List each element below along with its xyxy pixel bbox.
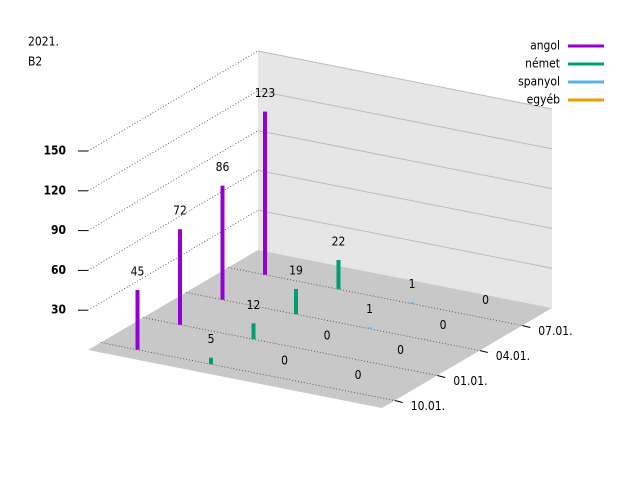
grid-line [257, 209, 553, 269]
tick-mark [522, 325, 531, 328]
z-axis-label: 2021. [28, 35, 59, 49]
grid-line [87, 50, 259, 152]
grid-line [257, 90, 553, 150]
legend-label: spanyol [518, 75, 560, 89]
z-tick-label: 30 [51, 303, 66, 317]
bar [209, 357, 213, 365]
bar [220, 185, 225, 300]
value-label: 1 [366, 302, 373, 316]
bar [294, 289, 298, 315]
back-wall [258, 51, 552, 308]
tick-mark [394, 400, 403, 403]
bar [410, 302, 414, 304]
value-label: 72 [173, 204, 187, 218]
z-tick-label: 90 [51, 223, 66, 237]
value-label: 0 [355, 368, 362, 382]
value-label: 0 [281, 353, 288, 367]
value-label: 0 [482, 293, 489, 307]
grid-line [228, 267, 523, 326]
value-label: 12 [247, 298, 261, 312]
tick-mark [479, 350, 488, 353]
value-label: 1 [409, 277, 416, 291]
value-label: 0 [440, 318, 447, 332]
value-label: 86 [216, 160, 230, 174]
value-label: 0 [397, 343, 404, 357]
grid-line [100, 342, 395, 401]
bar [251, 323, 256, 340]
bar [135, 290, 140, 350]
z-tick-label: 150 [43, 144, 66, 158]
value-label: 45 [131, 265, 145, 279]
bar [178, 229, 182, 325]
legend-label: egyéb [527, 93, 561, 107]
grid-line [87, 90, 259, 192]
grid-line [257, 130, 553, 190]
grid-line [87, 170, 259, 271]
bar [367, 327, 372, 329]
grid-line [143, 317, 438, 376]
bar [263, 111, 267, 275]
x-tick-label: 01.01. [453, 374, 487, 388]
value-label: 22 [332, 235, 346, 249]
tick-mark [437, 375, 446, 378]
z-tick-label: 120 [43, 183, 66, 197]
value-label: 5 [208, 332, 215, 346]
bar [336, 260, 341, 290]
legend-label: angol [530, 39, 560, 53]
grid-line [185, 292, 480, 351]
grid-line [257, 50, 553, 110]
floor [88, 250, 552, 408]
value-label: 123 [255, 86, 276, 100]
x-tick-label: 07.01. [538, 324, 572, 338]
x-tick-label: 04.01. [496, 349, 530, 363]
legend-label: német [525, 57, 560, 71]
value-label: 0 [324, 328, 331, 342]
grid-line [257, 169, 553, 229]
z-axis-label: B2 [28, 55, 42, 69]
value-label: 19 [289, 264, 303, 278]
x-tick-label: 10.01. [411, 399, 445, 413]
z-tick-label: 60 [51, 263, 66, 277]
